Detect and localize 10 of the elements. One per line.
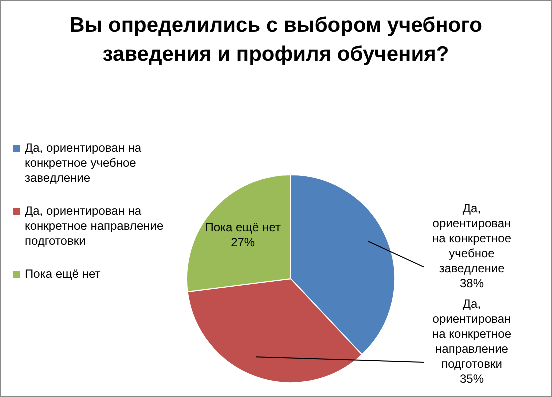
data-label: 38% (460, 276, 484, 291)
data-label: 35% (460, 372, 484, 386)
slice-label: Да, ориентирован на конкретное направление подготовки (432, 297, 512, 372)
slice-label: Да, ориентирован на конкретное учебное заведление (432, 202, 512, 276)
chart-title: Вы определились с выбором учебного заведения и профиля обучения? (68, 13, 484, 68)
legend-label: Да, ориентирован на конкретное учебное заведление (25, 141, 143, 186)
legend-label: Пока ещё нет (25, 267, 101, 282)
slice-label: Пока ещё нет (205, 220, 282, 235)
data-label: 27% (231, 236, 256, 250)
legend-label: Да, ориентирован на конкретное направление подготовки (25, 204, 165, 249)
